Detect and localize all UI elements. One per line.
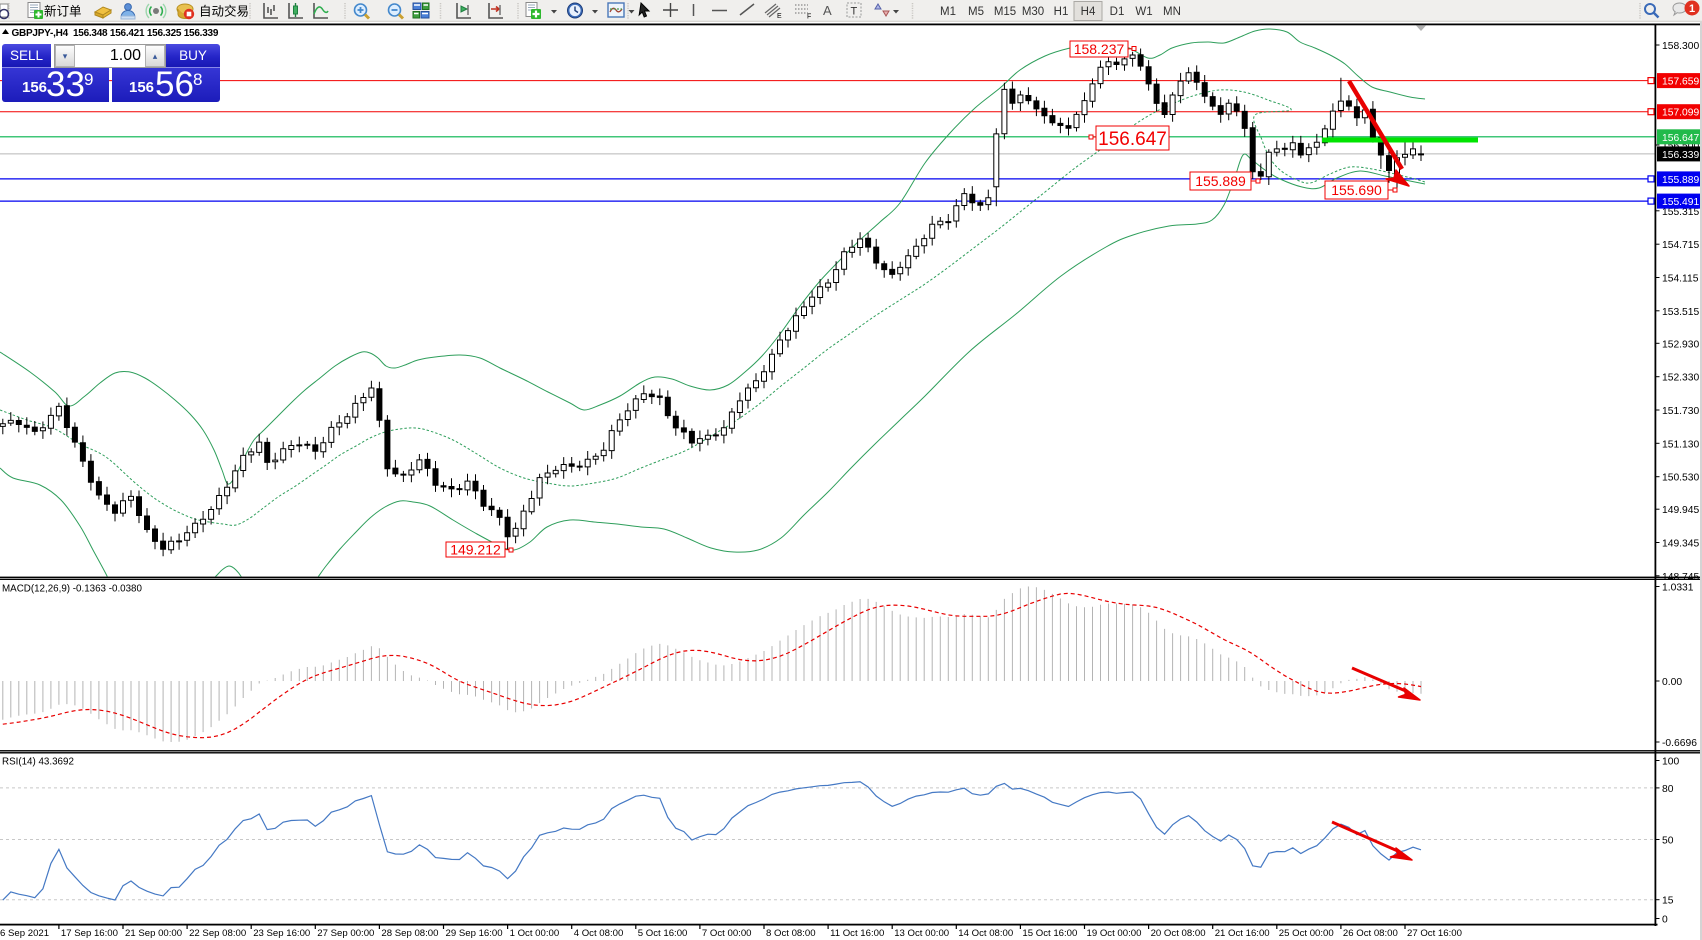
svg-text:15: 15 — [1662, 896, 1674, 907]
svg-text:158.237: 158.237 — [1074, 41, 1125, 57]
svg-text:151.730: 151.730 — [1662, 406, 1699, 417]
svg-text:155.889: 155.889 — [1662, 175, 1699, 186]
svg-text:156.339: 156.339 — [1662, 150, 1699, 161]
svg-text:0.00: 0.00 — [1662, 677, 1682, 688]
svg-text:H1: H1 — [1054, 6, 1069, 18]
svg-text:MACD(12,26,9) -0.1363 -0.0380: MACD(12,26,9) -0.1363 -0.0380 — [2, 584, 143, 595]
svg-text:8 Oct 08:00: 8 Oct 08:00 — [766, 928, 816, 939]
svg-text:152.330: 152.330 — [1662, 373, 1699, 384]
svg-text:80: 80 — [1662, 784, 1674, 795]
svg-text:157.659: 157.659 — [1662, 77, 1699, 88]
svg-text:1.0331: 1.0331 — [1662, 583, 1694, 594]
svg-text:155.491: 155.491 — [1662, 197, 1699, 208]
svg-text:21 Oct 16:00: 21 Oct 16:00 — [1215, 928, 1270, 939]
svg-text:M5: M5 — [968, 6, 984, 18]
svg-text:20 Oct 08:00: 20 Oct 08:00 — [1151, 928, 1206, 939]
svg-text:156.647: 156.647 — [1098, 129, 1167, 150]
svg-text:29 Sep 16:00: 29 Sep 16:00 — [446, 928, 503, 939]
svg-text:155.315: 155.315 — [1662, 207, 1699, 218]
svg-text:19 Oct 00:00: 19 Oct 00:00 — [1087, 928, 1142, 939]
svg-text:100: 100 — [1662, 757, 1679, 768]
svg-text:M15: M15 — [994, 6, 1016, 18]
svg-text:149.212: 149.212 — [450, 542, 501, 558]
svg-text:14 Oct 08:00: 14 Oct 08:00 — [958, 928, 1013, 939]
svg-text:4 Oct 08:00: 4 Oct 08:00 — [574, 928, 624, 939]
svg-text:6 Sep 2021: 6 Sep 2021 — [0, 928, 49, 939]
svg-text:1: 1 — [1689, 3, 1695, 15]
svg-text:155.889: 155.889 — [1195, 173, 1246, 189]
svg-text:D1: D1 — [1110, 6, 1125, 18]
svg-text:149.345: 149.345 — [1662, 539, 1699, 550]
svg-text:149.945: 149.945 — [1662, 505, 1699, 516]
svg-text:M30: M30 — [1022, 6, 1044, 18]
svg-text:151.130: 151.130 — [1662, 439, 1699, 450]
svg-text:E: E — [777, 13, 782, 20]
svg-text:A: A — [823, 3, 832, 18]
svg-text:22 Sep 08:00: 22 Sep 08:00 — [189, 928, 246, 939]
svg-text:157.099: 157.099 — [1662, 108, 1699, 119]
svg-text:27 Oct 16:00: 27 Oct 16:00 — [1407, 928, 1462, 939]
svg-text:13 Oct 00:00: 13 Oct 00:00 — [894, 928, 949, 939]
svg-text:H4: H4 — [1081, 6, 1096, 18]
svg-text:150.530: 150.530 — [1662, 473, 1699, 484]
svg-text:148.745: 148.745 — [1662, 572, 1699, 583]
svg-text:新订单: 新订单 — [44, 4, 82, 19]
svg-text:25 Oct 00:00: 25 Oct 00:00 — [1279, 928, 1334, 939]
svg-text:155.690: 155.690 — [1331, 182, 1382, 198]
svg-text:17 Sep 16:00: 17 Sep 16:00 — [61, 928, 118, 939]
svg-text:15 Oct 16:00: 15 Oct 16:00 — [1022, 928, 1077, 939]
svg-text:MN: MN — [1163, 6, 1181, 18]
svg-text:23 Sep 16:00: 23 Sep 16:00 — [253, 928, 310, 939]
svg-text:GBPJPY-,H4 156.348 156.421 15: GBPJPY-,H4 156.348 156.421 156.325 156.3… — [12, 28, 219, 39]
svg-text:50: 50 — [1662, 836, 1674, 847]
svg-text:F: F — [807, 14, 811, 21]
svg-text:7 Oct 00:00: 7 Oct 00:00 — [702, 928, 752, 939]
svg-text:28 Sep 08:00: 28 Sep 08:00 — [381, 928, 438, 939]
svg-text:0: 0 — [1662, 915, 1668, 926]
svg-text:M1: M1 — [940, 6, 956, 18]
svg-text:156.647: 156.647 — [1662, 133, 1699, 144]
svg-text:自动交易: 自动交易 — [199, 4, 249, 19]
svg-text:154.115: 154.115 — [1662, 274, 1699, 285]
svg-text:T: T — [851, 6, 858, 18]
svg-text:11 Oct 16:00: 11 Oct 16:00 — [830, 928, 884, 939]
svg-text:26 Oct 08:00: 26 Oct 08:00 — [1343, 928, 1398, 939]
svg-text:27 Sep 00:00: 27 Sep 00:00 — [317, 928, 374, 939]
svg-text:152.930: 152.930 — [1662, 339, 1699, 350]
svg-text:1 Oct 00:00: 1 Oct 00:00 — [510, 928, 560, 939]
svg-text:153.515: 153.515 — [1662, 307, 1699, 318]
svg-text:RSI(14) 43.3692: RSI(14) 43.3692 — [2, 757, 74, 768]
svg-text:158.300: 158.300 — [1662, 41, 1699, 52]
svg-text:-0.6696: -0.6696 — [1662, 738, 1697, 749]
svg-text:W1: W1 — [1135, 6, 1152, 18]
svg-text:154.715: 154.715 — [1662, 240, 1699, 251]
svg-text:21 Sep 00:00: 21 Sep 00:00 — [125, 928, 182, 939]
svg-text:5 Oct 16:00: 5 Oct 16:00 — [638, 928, 688, 939]
